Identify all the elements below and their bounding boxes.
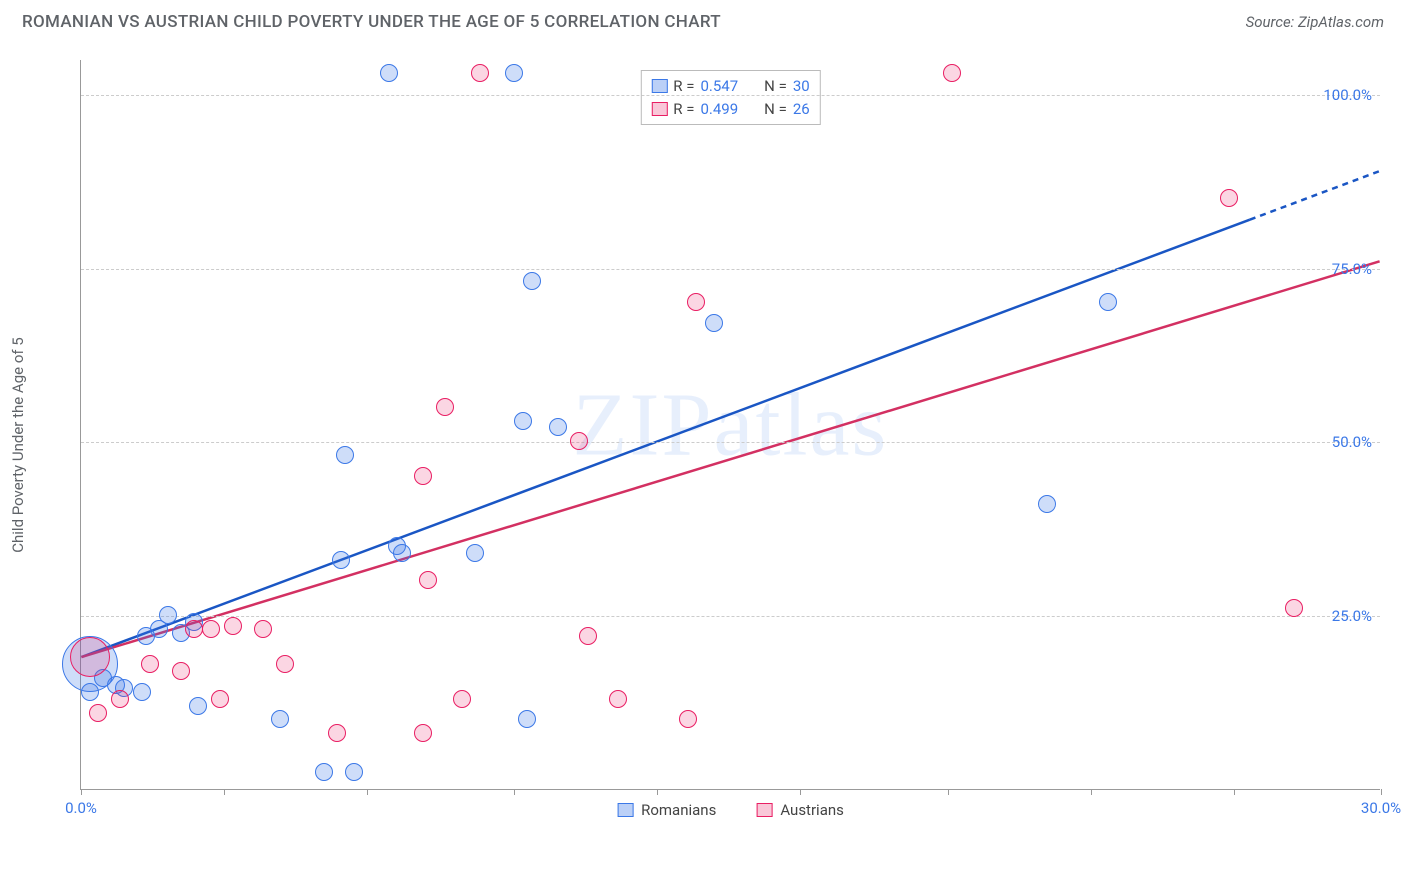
watermark: ZIPatlas [573, 373, 889, 476]
scatter-point-romanians [380, 64, 398, 82]
swatch-pink [756, 803, 772, 817]
scatter-point-austrians [687, 293, 705, 311]
scatter-point-romanians [518, 710, 536, 728]
x-tick [1234, 789, 1235, 795]
n-label: N = [764, 98, 787, 121]
scatter-point-austrians [570, 432, 588, 450]
y-axis-label: Child Poverty Under the Age of 5 [9, 337, 27, 553]
trend-line [81, 220, 1249, 657]
trend-lines [81, 60, 1380, 789]
scatter-point-romanians [315, 763, 333, 781]
scatter-point-romanians [159, 606, 177, 624]
legend-item-austrians: Austrians [756, 801, 844, 819]
scatter-point-austrians [202, 620, 220, 638]
scatter-point-romanians [1099, 293, 1117, 311]
scatter-point-austrians [1285, 599, 1303, 617]
scatter-point-austrians [70, 637, 110, 677]
scatter-point-austrians [579, 627, 597, 645]
swatch-blue [651, 79, 667, 93]
x-tick [1091, 789, 1092, 795]
scatter-point-romanians [189, 697, 207, 715]
scatter-point-austrians [185, 620, 203, 638]
gridline [81, 95, 1380, 96]
scatter-point-austrians [111, 690, 129, 708]
stats-row-austrians: R = 0.499 N = 26 [651, 98, 809, 121]
y-tick-label: 25.0% [1332, 607, 1372, 625]
scatter-point-austrians [943, 64, 961, 82]
scatter-point-romanians [466, 544, 484, 562]
gridline [81, 616, 1380, 617]
scatter-point-romanians [549, 418, 567, 436]
x-tick [514, 789, 515, 795]
scatter-point-austrians [453, 690, 471, 708]
swatch-blue [617, 803, 633, 817]
scatter-point-romanians [81, 683, 99, 701]
scatter-point-austrians [1220, 189, 1238, 207]
legend-item-romanians: Romanians [617, 801, 716, 819]
x-tick [81, 789, 82, 795]
chart-header: ROMANIAN VS AUSTRIAN CHILD POVERTY UNDER… [0, 0, 1406, 40]
scatter-point-austrians [254, 620, 272, 638]
scatter-point-romanians [705, 314, 723, 332]
scatter-point-romanians [523, 272, 541, 290]
legend-label-romanians: Romanians [641, 801, 716, 819]
chart-source: Source: ZipAtlas.com [1246, 13, 1384, 31]
y-tick-label: 50.0% [1332, 433, 1372, 451]
plot-region: ZIPatlas R = 0.547 N = 30 R = 0.499 N = … [80, 60, 1380, 790]
y-tick-label: 75.0% [1332, 260, 1372, 278]
swatch-pink [651, 102, 667, 116]
scatter-point-austrians [609, 690, 627, 708]
gridline [81, 442, 1380, 443]
scatter-point-austrians [419, 571, 437, 589]
scatter-point-austrians [141, 655, 159, 673]
x-tick [1381, 789, 1382, 795]
r-label: R = [673, 98, 694, 121]
scatter-point-romanians [336, 446, 354, 464]
trend-line [1250, 171, 1380, 220]
x-tick-label: 0.0% [65, 799, 97, 817]
y-tick-label: 100.0% [1323, 86, 1372, 104]
chart-title: ROMANIAN VS AUSTRIAN CHILD POVERTY UNDER… [22, 12, 721, 32]
scatter-point-austrians [414, 724, 432, 742]
x-tick-label: 30.0% [1361, 799, 1401, 817]
gridline [81, 269, 1380, 270]
stats-legend: R = 0.547 N = 30 R = 0.499 N = 26 [640, 70, 820, 125]
x-tick [800, 789, 801, 795]
x-tick [657, 789, 658, 795]
n-value-austrians: 26 [793, 98, 810, 121]
scatter-point-austrians [276, 655, 294, 673]
scatter-point-austrians [224, 617, 242, 635]
scatter-point-romanians [332, 551, 350, 569]
scatter-point-austrians [471, 64, 489, 82]
scatter-point-romanians [345, 763, 363, 781]
scatter-point-austrians [436, 398, 454, 416]
scatter-point-romanians [505, 64, 523, 82]
scatter-point-romanians [393, 544, 411, 562]
scatter-point-austrians [414, 467, 432, 485]
legend-label-austrians: Austrians [780, 801, 844, 819]
scatter-point-romanians [271, 710, 289, 728]
chart-area: Child Poverty Under the Age of 5 ZIPatla… [50, 50, 1390, 840]
scatter-point-romanians [133, 683, 151, 701]
scatter-point-romanians [514, 412, 532, 430]
legend-bottom: Romanians Austrians [617, 801, 844, 819]
trend-line [81, 261, 1379, 657]
scatter-point-austrians [211, 690, 229, 708]
x-tick [224, 789, 225, 795]
scatter-point-austrians [679, 710, 697, 728]
scatter-point-romanians [1038, 495, 1056, 513]
x-tick [948, 789, 949, 795]
scatter-point-austrians [328, 724, 346, 742]
r-value-austrians: 0.499 [700, 98, 738, 121]
scatter-point-austrians [89, 704, 107, 722]
x-tick [367, 789, 368, 795]
scatter-point-austrians [172, 662, 190, 680]
